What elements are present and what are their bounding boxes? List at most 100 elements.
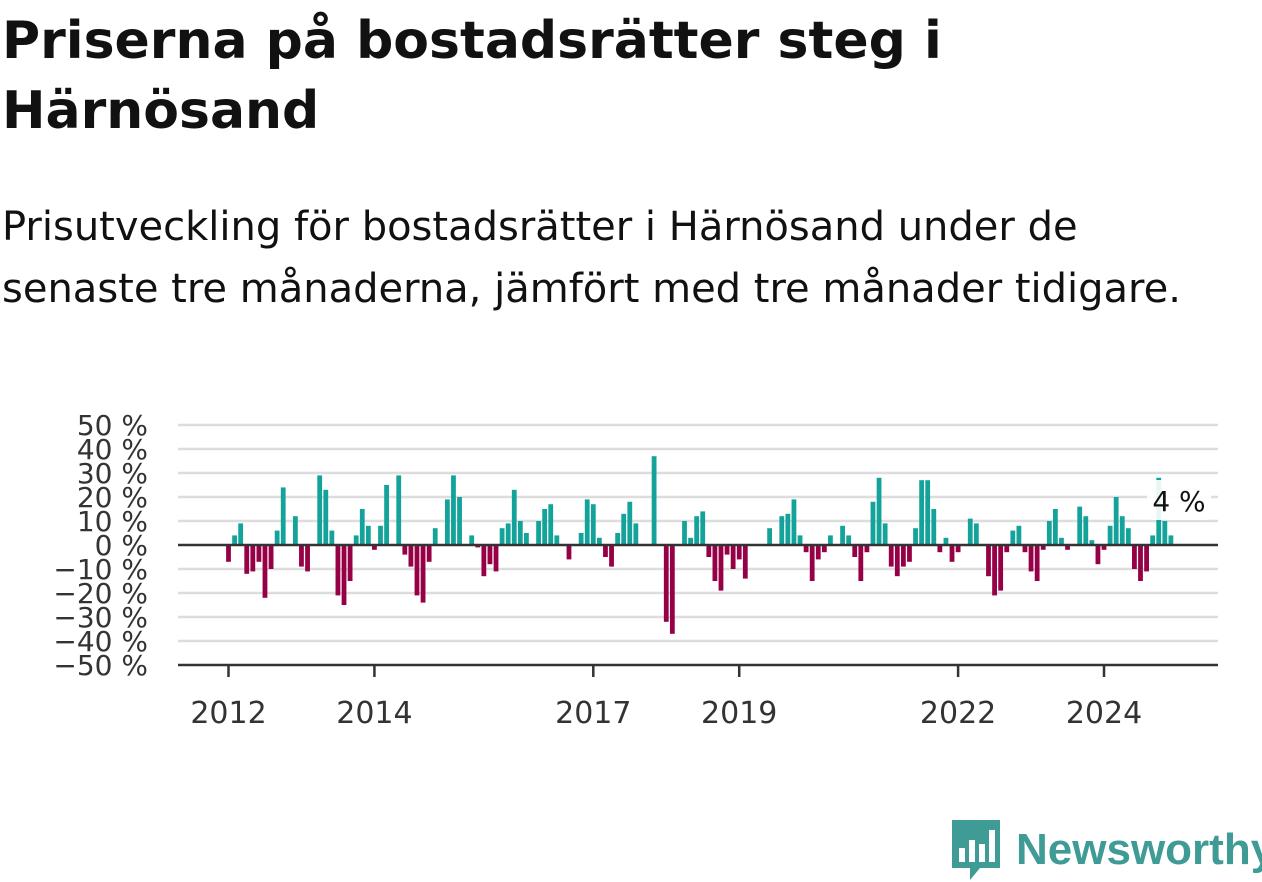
bar: [894, 545, 900, 577]
bar: [457, 497, 462, 545]
bar: [426, 545, 432, 562]
bar: [663, 545, 669, 622]
bar: [1034, 545, 1040, 581]
bar: [596, 537, 602, 545]
bar: [1107, 525, 1113, 545]
x-tick-label: 2022: [920, 696, 996, 731]
bar: [536, 521, 541, 545]
bar: [487, 545, 493, 565]
bar: [378, 525, 383, 545]
bar: [554, 535, 560, 545]
bar: [329, 530, 335, 545]
bar: [913, 528, 918, 545]
bar: [888, 545, 894, 567]
bar: [408, 545, 414, 567]
bar: [505, 523, 511, 545]
bar: [402, 545, 408, 555]
bar: [1022, 545, 1028, 553]
bar: [396, 475, 402, 545]
bar: [967, 518, 973, 545]
bar: [280, 487, 286, 545]
bar: [481, 545, 487, 577]
bar: [627, 501, 633, 545]
bar: [584, 499, 590, 545]
bar: [815, 545, 821, 560]
bar: [797, 535, 803, 545]
bar: [876, 477, 882, 545]
bar: [706, 545, 712, 557]
bar: [353, 535, 359, 545]
bar: [821, 545, 827, 553]
bar: [840, 525, 845, 545]
bar: [341, 545, 347, 605]
bar: [949, 545, 955, 562]
x-tick-label: 2017: [555, 696, 631, 731]
x-tick-label: 2014: [336, 696, 412, 731]
bar: [1113, 497, 1119, 545]
chart-title: Priserna på bostadsrätter steg i Härnösa…: [2, 11, 942, 141]
bar: [609, 545, 614, 567]
bar: [858, 545, 864, 581]
bar: [1119, 516, 1125, 545]
bar: [955, 545, 961, 553]
bar: [250, 545, 256, 572]
bar: [365, 525, 371, 545]
bar: [238, 523, 244, 545]
bar: [548, 504, 554, 545]
bar: [226, 545, 231, 562]
bar: [590, 504, 596, 545]
bar: [633, 523, 639, 545]
bar: [323, 489, 329, 545]
bar: [511, 489, 517, 545]
bar: [1004, 545, 1010, 553]
bar: [973, 523, 979, 545]
bar: [384, 485, 389, 545]
bar: [864, 545, 870, 553]
bar: [730, 545, 736, 569]
bar: [244, 545, 250, 574]
bar: [736, 545, 742, 560]
bar: [566, 545, 572, 560]
bar: [524, 533, 529, 545]
bar: [1095, 545, 1101, 565]
bar: [870, 501, 876, 545]
bar: [688, 537, 693, 545]
bar-chart-speech-bubble-icon: [952, 820, 1000, 880]
bar: [347, 545, 353, 581]
bar: [256, 545, 262, 562]
bar: [1138, 545, 1143, 581]
bar: [451, 475, 456, 545]
brand-name: Newsworthy: [1016, 825, 1262, 874]
y-tick-label: −10 %: [53, 553, 148, 586]
bar: [937, 545, 943, 553]
bar: [1046, 521, 1052, 545]
bar: [682, 521, 687, 545]
bar: [900, 545, 906, 567]
bar: [268, 545, 274, 569]
bar: [317, 475, 323, 545]
bar: [785, 513, 791, 545]
x-tick-label: 2024: [1066, 696, 1142, 731]
x-tick-label: 2019: [701, 696, 777, 731]
bar: [372, 545, 377, 550]
bar: [1010, 530, 1016, 545]
bar: [943, 537, 949, 545]
bar: [925, 480, 931, 545]
bar: [335, 545, 341, 596]
bar: [1077, 506, 1083, 545]
bar: [1168, 535, 1174, 545]
bar: [1059, 537, 1064, 545]
callout-label: 4 %: [1152, 485, 1205, 518]
newsworthy-logo: Newsworthy: [950, 818, 1262, 882]
bar: [292, 516, 298, 545]
x-axis-ticks: 2012 2014 2017 2019 2022 2024: [190, 665, 1142, 731]
bar: [694, 516, 700, 545]
y-tick-label: 30 %: [77, 457, 148, 490]
bar: [1132, 545, 1137, 569]
bar: [1028, 545, 1034, 572]
bar: [1040, 545, 1046, 550]
bar: [846, 535, 852, 545]
chart-subtitle: Prisutveckling för bostadsrätter i Härnö…: [2, 204, 1181, 312]
bar: [767, 528, 773, 545]
bar: [651, 456, 657, 545]
